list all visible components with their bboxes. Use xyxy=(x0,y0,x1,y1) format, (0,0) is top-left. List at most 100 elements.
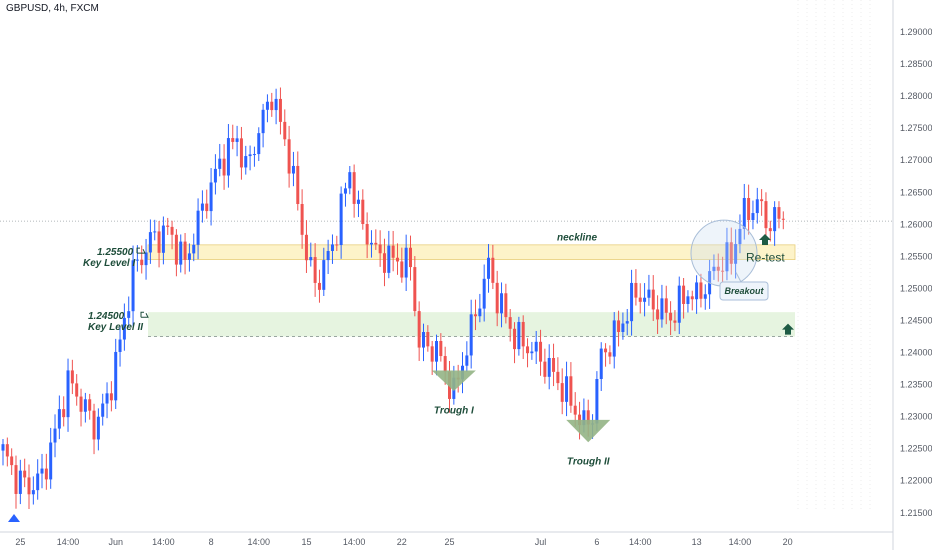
candle-body xyxy=(742,197,746,229)
candles xyxy=(1,87,785,510)
candle-body xyxy=(200,203,204,211)
candle-body xyxy=(339,193,343,245)
candle-body xyxy=(170,226,174,235)
retest-label: Re-test xyxy=(746,251,785,265)
candle-body xyxy=(114,351,118,401)
candle-body xyxy=(309,257,313,261)
candle-body xyxy=(712,266,716,272)
price-tick-label: 1.21500 xyxy=(900,508,932,518)
candle-body xyxy=(664,298,668,313)
candle-body xyxy=(695,282,699,300)
candle-body xyxy=(49,442,53,480)
candle-body xyxy=(296,165,300,205)
candle-body xyxy=(504,293,508,318)
candle-body xyxy=(135,259,139,261)
candle-body xyxy=(430,346,434,362)
candle-body xyxy=(57,409,61,429)
trough-1-label: Trough I xyxy=(434,405,474,416)
candle-body xyxy=(651,289,655,310)
candle-body xyxy=(647,289,651,298)
candle-body xyxy=(213,168,217,183)
candle-body xyxy=(777,207,781,219)
candle-body xyxy=(83,399,87,412)
candle-body xyxy=(526,346,530,354)
candle-body xyxy=(569,376,573,406)
candle-body xyxy=(751,213,755,220)
trough-2-marker xyxy=(566,419,611,443)
candle-body xyxy=(317,282,321,290)
key-level-1-label: Key Level I xyxy=(83,258,135,269)
candle-body xyxy=(92,410,96,440)
candle-body xyxy=(40,468,44,474)
candle-body xyxy=(88,399,92,411)
candle-body xyxy=(773,207,777,232)
time-tick-label: 6 xyxy=(594,537,599,547)
candle-body xyxy=(395,257,399,262)
price-tick-label: 1.24000 xyxy=(900,348,932,358)
candle-body xyxy=(187,253,191,260)
candle-body xyxy=(348,172,352,189)
key-level-2-value: 1.24500 xyxy=(88,311,125,322)
price-tick-label: 1.29000 xyxy=(900,27,932,37)
candle-body xyxy=(586,410,590,425)
time-tick-label: 15 xyxy=(301,537,311,547)
candle-body xyxy=(421,332,425,348)
candle-body xyxy=(747,197,751,220)
candle-body xyxy=(23,470,27,478)
candle-body xyxy=(734,244,738,264)
candle-body xyxy=(1,444,5,451)
candle-body xyxy=(673,320,677,323)
key-level-2-label: Key Level II xyxy=(88,322,143,333)
candle-body xyxy=(66,370,70,418)
candle-body xyxy=(686,296,690,304)
candle-body xyxy=(716,266,720,271)
candle-body xyxy=(179,241,183,265)
candle-body xyxy=(703,294,707,299)
candle-body xyxy=(469,314,473,356)
candle-body xyxy=(378,244,382,254)
candle-body xyxy=(79,396,83,412)
symbol-title: GBPUSD, 4h, FXCM xyxy=(6,3,99,14)
candle-body xyxy=(764,201,768,229)
candle-body xyxy=(413,267,417,312)
candle-body xyxy=(287,139,291,174)
candle-body xyxy=(369,242,373,245)
candle-body xyxy=(543,361,547,377)
price-tick-label: 1.27500 xyxy=(900,123,932,133)
candle-body xyxy=(27,477,31,495)
candle-body xyxy=(226,138,230,176)
candle-body xyxy=(487,257,491,279)
candle-body xyxy=(62,409,66,418)
candle-body xyxy=(677,285,681,323)
candle-body xyxy=(474,314,478,317)
candle-body xyxy=(252,154,256,156)
candle-body xyxy=(313,257,317,283)
candle-body xyxy=(595,378,599,424)
candle-body xyxy=(387,245,391,273)
candle-body xyxy=(161,225,165,253)
candle-body xyxy=(222,158,226,176)
candle-body xyxy=(617,320,621,332)
candle-body xyxy=(621,323,625,332)
candle-body xyxy=(638,297,642,302)
candle-body xyxy=(660,298,664,320)
candle-body xyxy=(157,231,161,253)
candle-body xyxy=(738,228,742,245)
candle-body xyxy=(656,309,660,320)
candle-body xyxy=(521,321,525,347)
price-tick-label: 1.23000 xyxy=(900,412,932,422)
candle-body xyxy=(443,356,447,372)
neckline-label: neckline xyxy=(557,232,597,243)
candle-body xyxy=(31,490,35,495)
candle-body xyxy=(625,321,629,324)
candle-body xyxy=(218,158,222,169)
candle-body xyxy=(404,247,408,278)
candle-body xyxy=(573,405,577,415)
candle-body xyxy=(556,371,560,384)
candle-body xyxy=(278,98,282,122)
candle-body xyxy=(582,410,586,426)
breakout-label: Breakout xyxy=(724,286,764,296)
candle-body xyxy=(491,257,495,283)
time-tick-label: 14:00 xyxy=(247,537,270,547)
